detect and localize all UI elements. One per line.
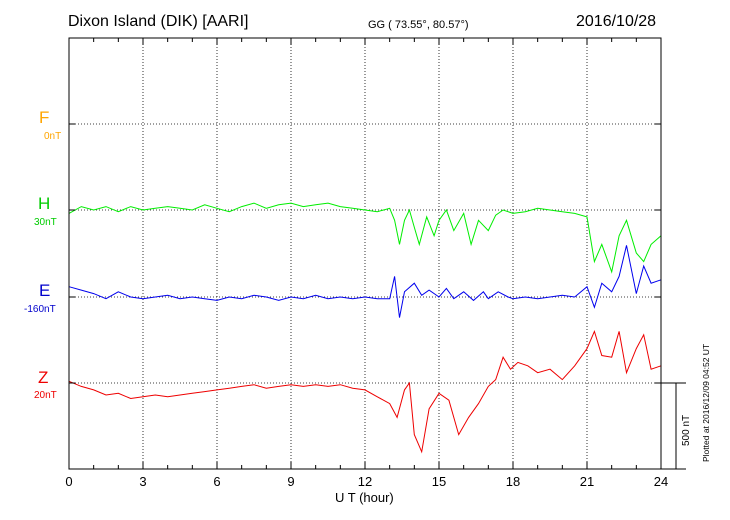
x-tick-label: 21 xyxy=(580,474,594,489)
scale-bar-label: 500 nT xyxy=(681,414,692,446)
series-line-h xyxy=(68,202,662,274)
x-tick-label: 18 xyxy=(506,474,520,489)
component-z-offset: 20nT xyxy=(34,390,57,401)
grid xyxy=(69,38,661,469)
date-label: 2016/10/28 xyxy=(576,13,657,30)
component-f-letter: F xyxy=(39,108,50,127)
series-layer xyxy=(68,202,662,454)
x-tick-label: 3 xyxy=(139,474,146,489)
series-line-e xyxy=(68,245,662,318)
x-axis-label: U T (hour) xyxy=(335,490,394,505)
station-title: Dixon Island (DIK) [AARI] xyxy=(68,13,249,30)
component-e-letter: E xyxy=(39,281,51,300)
component-h-offset: 30nT xyxy=(34,217,57,228)
scale-bar xyxy=(661,382,686,470)
series-line-z xyxy=(68,329,662,454)
x-tick-label: 0 xyxy=(65,474,72,489)
coordinates: GG ( 73.55°, 80.57°) xyxy=(368,19,469,31)
plot-frame xyxy=(68,37,662,470)
x-tick-label: 6 xyxy=(213,474,220,489)
component-z-letter: Z xyxy=(38,368,49,387)
component-f-offset: 0nT xyxy=(44,131,62,142)
ticks: 0 3 6 9 12 15 18 21 24 xyxy=(65,38,668,489)
component-e-offset: -160nT xyxy=(24,304,56,315)
x-tick-label: 12 xyxy=(358,474,372,489)
plotted-timestamp: Plotted at 2016/12/09 04:52 UT xyxy=(701,343,711,462)
x-tick-label: 24 xyxy=(654,474,668,489)
x-tick-label: 15 xyxy=(432,474,446,489)
component-h-letter: H xyxy=(38,194,51,213)
x-tick-label: 9 xyxy=(287,474,294,489)
